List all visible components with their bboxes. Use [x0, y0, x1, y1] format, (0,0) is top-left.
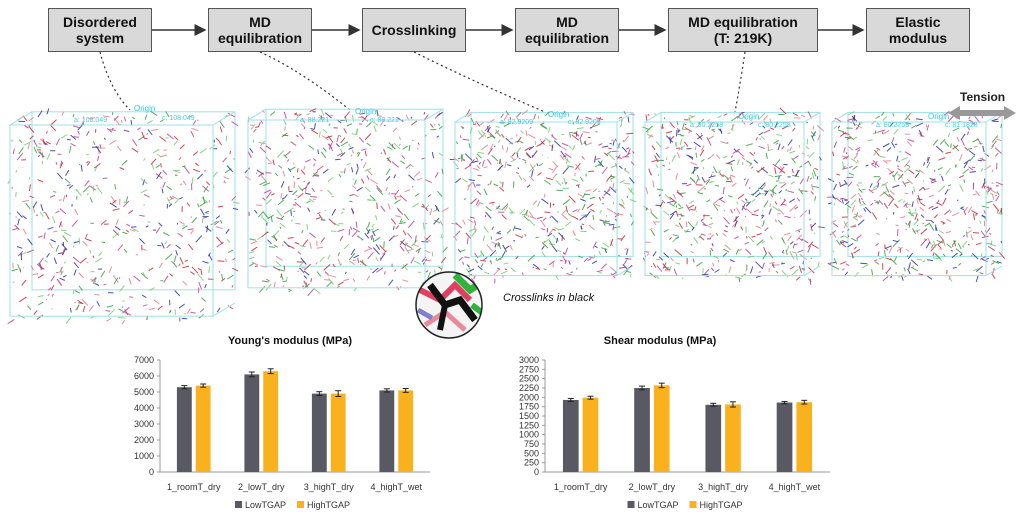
crosslink-inset: [416, 272, 482, 338]
step-md-equilibration-219k: MD equilibration (T: 219K): [668, 8, 818, 52]
y-tick-label: 0: [149, 467, 154, 477]
x-tick-label: 4_highT_wet: [769, 482, 821, 492]
y-tick-label: 500: [524, 448, 539, 458]
legend-label: HighTGAP: [307, 500, 350, 510]
bar-hightgap: [725, 404, 741, 472]
x-tick-label: 1_roomT_dry: [167, 482, 221, 492]
bar-lowtgap: [311, 393, 327, 472]
cube-1: [7, 108, 240, 325]
bar-lowtgap: [379, 390, 395, 472]
bar-hightgap: [796, 402, 813, 472]
axis-c-label-4: c: 80.2258: [758, 122, 791, 129]
y-tick-label: 1500: [519, 411, 539, 421]
bar-hightgap: [653, 385, 670, 472]
step-md-equilibration-1: MD equilibration: [208, 8, 312, 52]
connector-2: [259, 51, 351, 111]
connector-3: [413, 51, 546, 113]
bar-lowtgap: [705, 404, 722, 472]
axis-c-label-1: c: 108.049: [162, 115, 195, 122]
bar-lowtgap: [244, 374, 260, 472]
y-tick-label: 1000: [519, 430, 539, 440]
legend-swatch: [235, 501, 242, 508]
connector-4: [734, 51, 746, 113]
axis-c-label-2: c: 88.221: [370, 117, 399, 124]
legend-label: LowTGAP: [245, 500, 286, 510]
axis-a-label-1: a: 108.049: [74, 117, 108, 124]
x-tick-label: 4_highT_wet: [370, 482, 422, 492]
bar-hightgap: [398, 390, 414, 472]
legend-swatch: [627, 501, 635, 508]
y-tick-label: 2000: [519, 392, 539, 402]
origin-label-5: Origin: [928, 112, 950, 121]
x-tick-label: 2_lowT_dry: [629, 482, 676, 492]
axis-a-label-3: a: 82.9209: [500, 119, 534, 126]
y-tick-label: 750: [524, 439, 539, 449]
legend-swatch: [689, 501, 697, 508]
bar-hightgap: [330, 393, 346, 472]
axis-a-label-4: a: 80.2258: [690, 122, 724, 129]
cube-3: [449, 109, 637, 284]
y-tick-label: 3000: [134, 419, 154, 429]
y-tick-label: 1750: [519, 402, 539, 412]
legend-label: LowTGAP: [638, 500, 679, 510]
x-tick-label: 3_highT_dry: [698, 482, 749, 492]
y-tick-label: 1250: [519, 420, 539, 430]
shear-modulus-chart: Shear modulus (MPa) 025050075010001250150…: [519, 335, 830, 510]
bar-hightgap: [195, 385, 211, 472]
axis-a-label-5: a: 80.2258: [876, 122, 910, 129]
dotted-connectors: [99, 51, 746, 113]
simulation-cubes: [7, 107, 1006, 325]
chart-title: Young's modulus (MPa): [228, 335, 352, 347]
tension-arrow-icon: [948, 106, 1016, 120]
chart-title: Shear modulus (MPa): [604, 335, 717, 347]
youngs-modulus-chart: Young's modulus (MPa) 0 1000 2000 3000 4000 50…: [134, 335, 430, 510]
y-tick-label: 250: [524, 458, 539, 468]
y-tick-label: 5000: [134, 387, 154, 397]
cube-4: [642, 107, 825, 285]
axis-a-label-2: a: 88.221: [300, 117, 330, 124]
cube-5: [826, 110, 1006, 283]
x-tick-label: 3_highT_dry: [304, 482, 355, 492]
y-tick-label: 0: [534, 467, 539, 477]
bar-lowtgap: [634, 388, 650, 472]
step-disordered-system: Disordered system: [48, 8, 152, 52]
origin-label-3: Origin: [548, 110, 570, 119]
step-crosslinking: Crosslinking: [362, 8, 466, 52]
inset-border: [415, 271, 483, 339]
tension-label: Tension: [960, 90, 1006, 104]
bar-lowtgap: [562, 399, 579, 472]
cube-2: [244, 108, 449, 297]
x-tick-label: 1_roomT_dry: [554, 482, 608, 492]
x-tick-label: 2_lowT_dry: [238, 482, 285, 492]
y-tick-label: 4000: [134, 403, 154, 413]
origin-label-4: Origin: [738, 112, 760, 121]
origin-label-2: Origin: [355, 107, 377, 116]
legend-label: HighTGAP: [700, 500, 743, 510]
y-tick-label: 6000: [134, 371, 154, 381]
bar-lowtgap: [776, 402, 793, 472]
bar-hightgap: [263, 371, 279, 472]
y-tick-label: 3000: [519, 355, 539, 365]
inset-caption: Crosslinks in black: [503, 292, 595, 304]
axis-c-label-5: c: 81.1828: [945, 122, 978, 129]
origin-label-1: Origin: [134, 104, 156, 113]
y-tick-label: 7000: [134, 355, 154, 365]
y-tick-label: 2750: [519, 364, 539, 374]
y-tick-label: 1000: [134, 451, 154, 461]
bar-hightgap: [582, 397, 599, 472]
step-md-equilibration-2: MD equilibration: [515, 8, 619, 52]
bar-lowtgap: [176, 387, 192, 472]
y-tick-label: 2000: [134, 435, 154, 445]
axis-c-label-3: c: 82.9209: [568, 119, 601, 126]
step-elastic-modulus: Elastic modulus: [866, 8, 970, 52]
y-tick-label: 2250: [519, 383, 539, 393]
y-tick-label: 2500: [519, 374, 539, 384]
connector-1: [99, 51, 131, 111]
legend-swatch: [297, 501, 304, 508]
